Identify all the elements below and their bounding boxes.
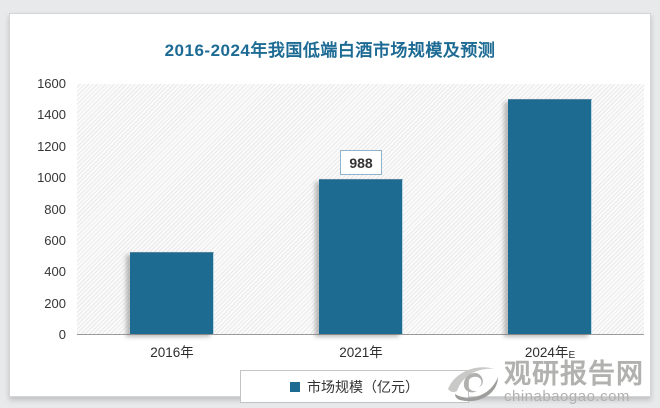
y-tick-label: 600 — [44, 232, 66, 248]
chart-title: 2016-2024年我国低端白酒市场规模及预测 — [164, 41, 496, 60]
bar-2024年E — [508, 99, 592, 334]
y-tick-label: 0 — [58, 327, 66, 342]
y-tick-label: 400 — [44, 264, 66, 280]
bar-2016年 — [130, 252, 214, 334]
legend: 市场规模（亿元） — [240, 370, 469, 403]
y-tick-label: 1400 — [37, 107, 66, 123]
watermark: 观研报告网 chinabaogao.com — [446, 361, 644, 404]
x-label-2024年E: 2024年E — [524, 345, 576, 361]
x-label-2016年: 2016年 — [150, 345, 194, 360]
y-tick-label: 1600 — [37, 76, 66, 91]
y-tick-label: 1200 — [37, 138, 66, 154]
watermark-site-url: chinabaogao.com — [504, 388, 630, 405]
legend-swatch-icon — [290, 381, 300, 392]
plot-area: 988 — [77, 84, 644, 335]
bar-2021年 — [319, 179, 403, 334]
y-tick-label: 200 — [44, 295, 66, 311]
chinabaogao-logo-icon — [448, 367, 498, 402]
watermark-site-name: 观研报告网 — [504, 359, 644, 389]
chart-card: 2016-2024年我国低端白酒市场规模及预测 988 0 200 400 600 80… — [9, 13, 651, 404]
bar-data-label: 988 — [340, 150, 382, 175]
legend-label: 市场规模（亿元） — [307, 378, 419, 395]
y-tick-label: 800 — [44, 201, 66, 217]
x-label-2021年: 2021年 — [339, 345, 383, 360]
y-tick-label: 1000 — [37, 170, 66, 186]
